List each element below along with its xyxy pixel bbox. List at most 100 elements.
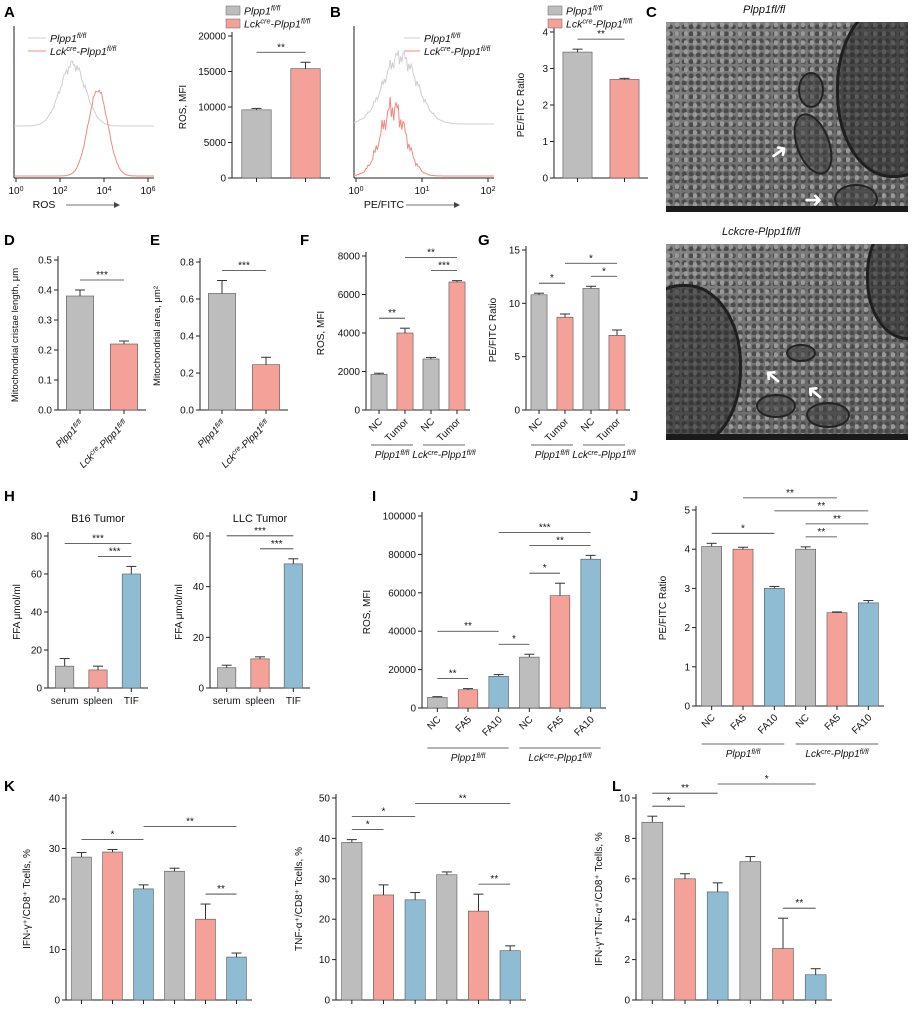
bar — [195, 918, 216, 1001]
panel-letter-i: I — [372, 488, 377, 505]
significance-label: * — [366, 820, 370, 831]
y-tick-label: 8 — [624, 834, 630, 845]
x-tick-label: Plpp1fl/fl — [196, 418, 229, 451]
y-axis-label: ROS, MFI — [316, 311, 327, 355]
y-tick-label: 10000 — [198, 103, 226, 114]
bar — [562, 51, 593, 179]
significance-label: *** — [109, 546, 121, 557]
y-axis-label: PE/FITC Ratio — [516, 72, 527, 137]
legend-swatch — [225, 5, 241, 16]
significance-label: ** — [427, 248, 435, 259]
panel-letter-c: C — [646, 4, 657, 21]
y-tick-label: 0 — [624, 996, 630, 1007]
x-tick-label: NC — [425, 714, 443, 732]
bar — [858, 602, 879, 707]
bar — [701, 546, 722, 707]
y-tick-label: 15 — [509, 246, 521, 257]
significance-label: *** — [438, 261, 450, 272]
bar — [208, 293, 236, 411]
legend-label: Lckcre-Plpp1fl/fl — [50, 44, 117, 59]
axis-arrow-head — [454, 202, 460, 208]
significance-label: ** — [556, 535, 564, 546]
significance-label: ** — [459, 794, 467, 805]
micrograph-bottom: ➜ ➜ — [666, 244, 908, 440]
bar — [102, 851, 123, 1001]
significance-label: *** — [539, 522, 551, 533]
x-tick-label: Plpp1fl/fl — [54, 418, 87, 451]
x-tick-label: Lckcre-Plpp1fl/fl — [77, 418, 130, 471]
bar — [706, 891, 729, 1001]
bar — [519, 656, 540, 709]
x-tick-label: FA5 — [546, 714, 567, 735]
bar — [373, 894, 394, 1001]
y-tick-label: 4 — [684, 545, 690, 556]
x-tick-label: 104 — [96, 186, 111, 198]
bar — [674, 878, 696, 1001]
significance-label: * — [741, 523, 745, 534]
group-label: Lckcre-Plpp1fl/fl — [412, 450, 476, 462]
bar — [608, 335, 626, 411]
x-tick-label: spleen — [83, 696, 112, 707]
panel-letter-k: K — [4, 778, 15, 795]
y-axis-label: Mitochondrial area, μm² — [152, 286, 163, 386]
significance-label: *** — [238, 261, 250, 272]
y-tick-label: 0 — [354, 406, 360, 417]
y-axis-label: ROS, MFI — [178, 85, 189, 129]
x-tick-label: Tumor — [595, 416, 623, 444]
panel-letter-e: E — [150, 232, 161, 249]
group-label: Lckcre-Plpp1fl/fl — [805, 749, 869, 761]
y-tick-label: 3 — [542, 64, 548, 75]
bar — [468, 910, 489, 1001]
y-axis-label: TNF-α⁺/CD8⁺ Tcells, % — [294, 847, 305, 951]
legend-label: Plpp1fl/fl — [244, 3, 281, 18]
bar — [404, 899, 426, 1001]
y-tick-label: 0.2 — [38, 346, 52, 357]
x-tick-label: NC — [527, 416, 545, 434]
bar — [252, 364, 280, 411]
significance-label: ** — [277, 42, 285, 53]
y-tick-label: 0 — [324, 996, 330, 1007]
histogram-ko — [14, 89, 154, 177]
significance-label: ** — [449, 669, 457, 680]
bar — [488, 676, 509, 709]
significance-label: * — [111, 830, 115, 841]
bar — [55, 665, 75, 689]
y-tick-label: 6 — [624, 874, 630, 885]
y-tick-label: 10 — [509, 299, 521, 310]
significance-label: ** — [388, 308, 396, 319]
significance-label: *** — [254, 526, 266, 537]
x-tick-label: 102 — [52, 186, 67, 198]
panel-letter-g: G — [478, 232, 490, 249]
significance-label: * — [512, 634, 516, 645]
legend-label: Lckcre-Plpp1fl/fl — [424, 44, 491, 59]
y-tick-label: 60 — [31, 570, 43, 581]
significance-label: ** — [817, 501, 825, 512]
legend-label: Plpp1fl/fl — [50, 31, 87, 46]
y-tick-label: 20 — [49, 895, 61, 906]
x-tick-label: NC — [794, 712, 812, 730]
significance-label: *** — [92, 533, 104, 544]
mitochondrion — [806, 402, 850, 428]
y-tick-label: 30 — [49, 844, 61, 855]
y-tick-label: 0.3 — [38, 316, 52, 327]
significance-label: ** — [795, 898, 803, 909]
x-tick-label: Tumor — [383, 416, 411, 444]
group-label: Lckcre-Plpp1fl/fl — [528, 753, 592, 765]
group-label: Plpp1fl/fl — [451, 753, 486, 765]
bar — [110, 343, 138, 411]
y-tick-label: 0.4 — [180, 332, 194, 343]
y-tick-label: 80000 — [388, 550, 416, 561]
x-tick-label: 101 — [414, 186, 429, 198]
significance-label: ** — [464, 621, 472, 632]
bar — [396, 332, 414, 411]
micrograph-bottom-title: Lckcre-Plpp1fl/fl — [722, 226, 801, 238]
y-tick-label: 8000 — [338, 252, 361, 263]
y-tick-label: 0 — [410, 704, 416, 715]
y-axis-label: IFN-γ⁺/CD8⁺ Tcells, % — [22, 849, 33, 949]
legend-swatch — [547, 18, 563, 29]
chart-title: B16 Tumor — [71, 513, 125, 525]
significance-label: * — [589, 253, 593, 264]
bar — [283, 563, 303, 689]
x-tick-label: NC — [367, 416, 385, 434]
y-tick-label: 0 — [684, 702, 690, 713]
